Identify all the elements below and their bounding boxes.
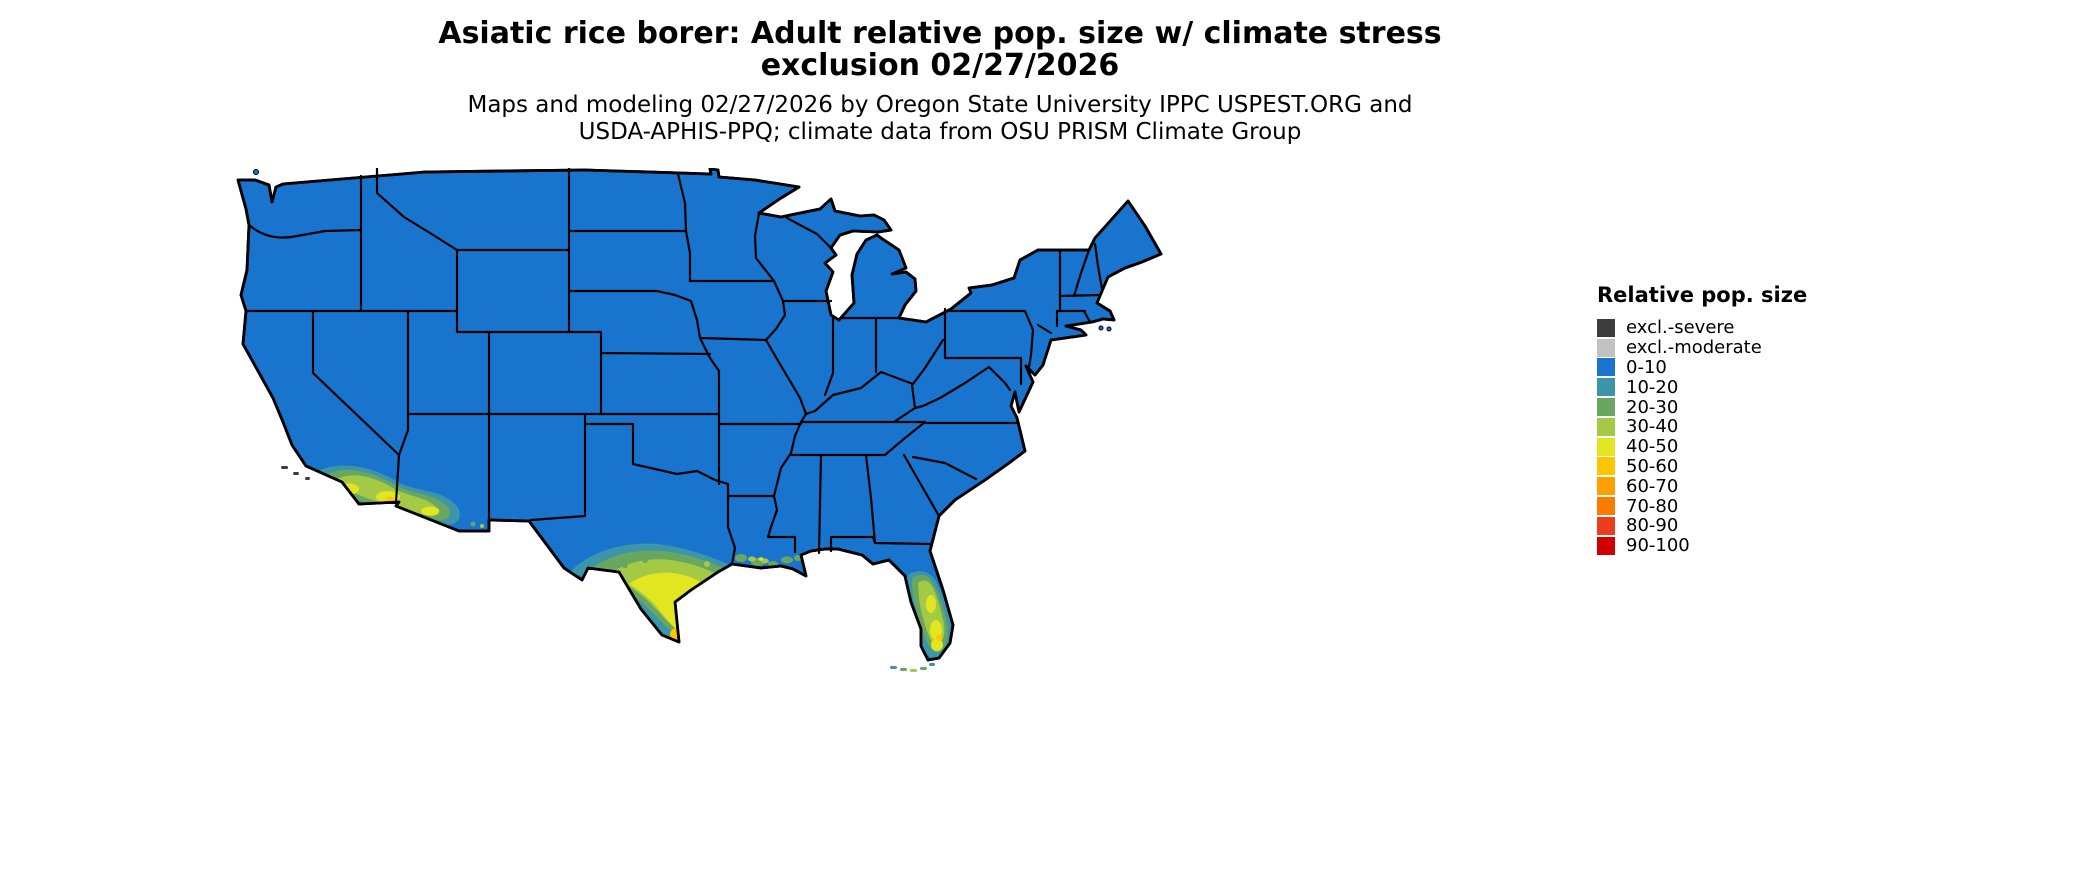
hotspot-texas-yellow xyxy=(629,572,705,628)
legend-swatch xyxy=(1597,398,1615,417)
subtitle-block: Maps and modeling 02/27/2026 by Oregon S… xyxy=(0,92,1880,146)
hotspot-southwest-gold xyxy=(386,496,394,502)
legend-swatch xyxy=(1597,536,1615,555)
hotspot-border-speck xyxy=(470,521,476,527)
legend-swatch xyxy=(1597,497,1615,516)
hotspot-gulf-speck xyxy=(735,554,747,562)
offshore-details xyxy=(253,169,1112,672)
legend-item-label: excl.-severe xyxy=(1626,317,1735,339)
state-borders-northeast xyxy=(943,242,1104,392)
florida-keys xyxy=(890,666,897,669)
legend-item: 40-50 xyxy=(1597,437,1807,457)
hotspot-gulf-speck xyxy=(758,557,764,561)
legend-items: excl.-severe excl.-moderate 0-10 10-20 2… xyxy=(1597,318,1807,556)
hotspot-border-speck xyxy=(480,524,484,528)
map-title-line2: exclusion 02/27/2026 xyxy=(760,48,1120,83)
map-subtitle-line1: Maps and modeling 02/27/2026 by Oregon S… xyxy=(467,92,1413,118)
legend-swatch xyxy=(1597,437,1615,456)
island-marthas-vineyard xyxy=(1098,325,1104,331)
hotspot-southwest-yellow xyxy=(421,506,439,516)
state-borders-west xyxy=(244,166,803,533)
legend-item: 10-20 xyxy=(1597,377,1807,397)
map-title-line1: Asiatic rice borer: Adult relative pop. … xyxy=(438,16,1442,51)
legend-item: 60-70 xyxy=(1597,476,1807,496)
legend-item: excl.-severe xyxy=(1597,318,1807,338)
hotspot-florida-yellow xyxy=(931,639,943,651)
legend-item-label: 50-60 xyxy=(1626,455,1679,477)
channel-island xyxy=(281,466,288,469)
state-borders xyxy=(244,166,1104,566)
legend-item-label: 10-20 xyxy=(1626,376,1679,398)
legend-swatch xyxy=(1597,457,1615,476)
legend-title: Relative pop. size xyxy=(1597,283,1808,307)
hotspot-florida-gold xyxy=(936,635,942,641)
legend-swatch xyxy=(1597,338,1615,357)
hotspot-gulf-speck xyxy=(748,556,756,562)
legend-item-label: 70-80 xyxy=(1626,495,1679,517)
hotspot-texas-speck xyxy=(622,563,628,569)
us-map xyxy=(236,166,1163,672)
state-borders-central xyxy=(726,211,1019,566)
channel-island xyxy=(305,477,310,480)
channel-island xyxy=(293,472,299,475)
hotspot-texas-speck xyxy=(642,557,648,563)
legend: Relative pop. size excl.-severe excl.-mo… xyxy=(1597,283,1807,556)
legend-item-label: 80-90 xyxy=(1626,515,1679,537)
hotspot-texas-gold xyxy=(679,610,689,622)
legend-item-label: 20-30 xyxy=(1626,396,1679,418)
legend-item: 80-90 xyxy=(1597,516,1807,536)
legend-swatch xyxy=(1597,417,1615,436)
legend-item-label: excl.-moderate xyxy=(1626,337,1762,359)
hotspot-texas-speck xyxy=(654,565,660,571)
legend-swatch xyxy=(1597,358,1615,377)
legend-item-label: 30-40 xyxy=(1626,416,1679,438)
hotspot-gulf-speck xyxy=(781,556,793,564)
florida-keys xyxy=(910,669,917,672)
legend-item: 50-60 xyxy=(1597,457,1807,477)
map-subtitle-line2: USDA-APHIS-PPQ; climate data from OSU PR… xyxy=(578,119,1302,145)
legend-swatch xyxy=(1597,516,1615,535)
legend-item: excl.-moderate xyxy=(1597,338,1807,358)
legend-swatch xyxy=(1597,318,1615,337)
legend-swatch xyxy=(1597,378,1615,397)
florida-keys xyxy=(929,663,935,666)
us-outline xyxy=(236,167,1163,662)
island-nw-washington xyxy=(253,169,259,175)
florida-keys xyxy=(900,668,907,671)
florida-keys xyxy=(920,667,927,670)
legend-item: 30-40 xyxy=(1597,417,1807,437)
hotspot-texas-speck xyxy=(677,555,683,561)
island-nantucket xyxy=(1106,326,1112,332)
legend-item-label: 0-10 xyxy=(1626,356,1667,378)
us-map-container xyxy=(225,166,1165,678)
hotspot-florida-yellow xyxy=(926,595,936,613)
legend-item: 70-80 xyxy=(1597,496,1807,516)
legend-item: 90-100 xyxy=(1597,536,1807,556)
legend-item: 0-10 xyxy=(1597,358,1807,378)
legend-item-label: 60-70 xyxy=(1626,475,1679,497)
legend-item-label: 90-100 xyxy=(1626,535,1690,557)
legend-item: 20-30 xyxy=(1597,397,1807,417)
legend-swatch xyxy=(1597,477,1615,496)
legend-item-label: 40-50 xyxy=(1626,436,1679,458)
hotspot-texas-speck xyxy=(704,561,710,567)
title-block: Asiatic rice borer: Adult relative pop. … xyxy=(0,18,1880,146)
